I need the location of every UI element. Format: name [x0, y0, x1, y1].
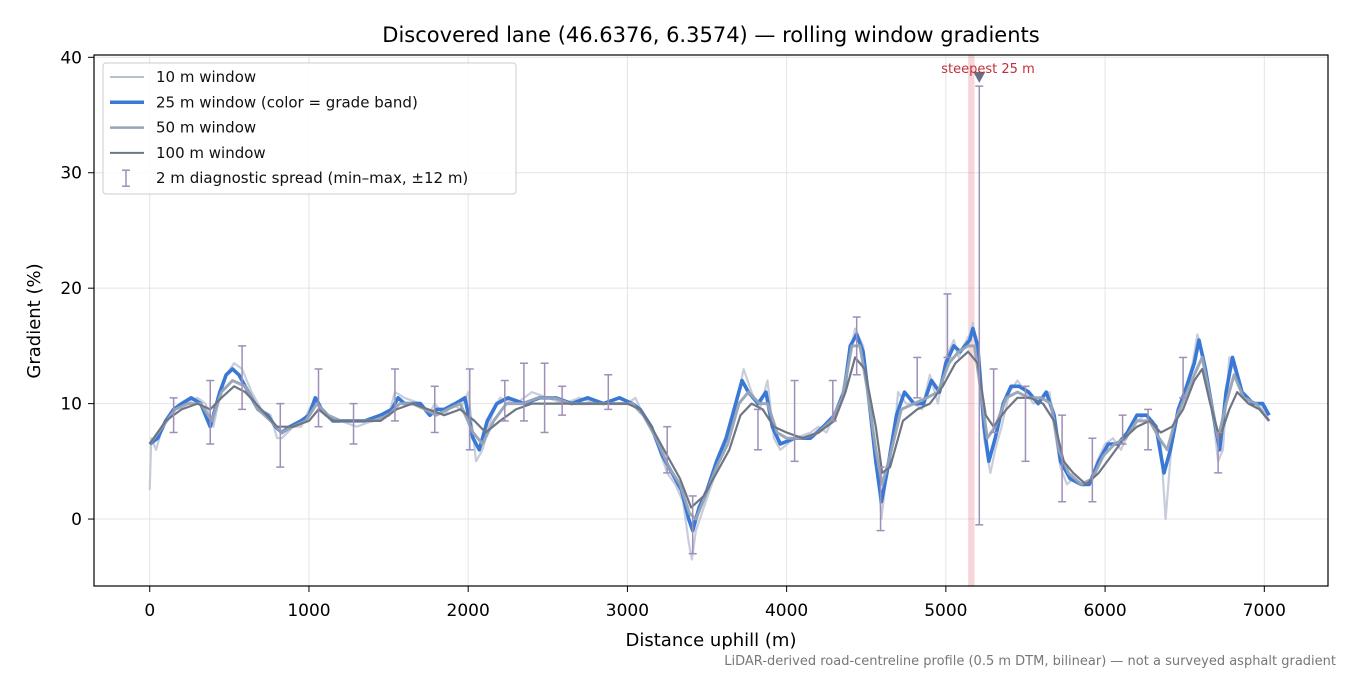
series-layer	[148, 321, 1271, 561]
legend-item: 10 m window	[110, 68, 256, 86]
legend-box	[102, 62, 517, 195]
spread-bar	[238, 345, 247, 411]
y-tick-label: 10	[60, 395, 82, 415]
steepest-marker	[973, 71, 986, 83]
x-tick-label: 6000	[1083, 601, 1126, 621]
spread-bar	[276, 402, 285, 468]
legend-label: 50 m window	[156, 119, 256, 137]
x-tick-label: 1000	[287, 601, 330, 621]
series-25m-line	[148, 326, 1271, 533]
y-tick-label: 40	[60, 48, 82, 68]
spread-bar	[1179, 356, 1188, 399]
spread-bar	[753, 408, 762, 451]
steepest-band	[968, 55, 975, 586]
legend-label: 2 m diagnostic spread (min–max, ±12 m)	[156, 169, 468, 187]
spread-bar	[1088, 437, 1097, 503]
footer-note: LiDAR-derived road-centreline profile (0…	[724, 654, 1336, 669]
spread-bar	[989, 368, 998, 434]
spread-bar	[169, 397, 178, 434]
spread-bar	[663, 425, 672, 474]
y-axis-label: Gradient (%)	[24, 263, 45, 378]
spread-bar	[349, 402, 358, 445]
y-axis-ticks: 0 10 20 30 40	[60, 48, 94, 530]
spread-bar	[1021, 385, 1030, 463]
spread-bar	[390, 368, 399, 422]
x-tick-label: 2000	[447, 601, 490, 621]
spread-bar	[558, 385, 567, 416]
spread-bar	[540, 362, 549, 434]
legend-label: 25 m window (color = grade band)	[156, 93, 418, 111]
spread-layer	[169, 85, 1223, 555]
spread-bar	[465, 368, 474, 451]
steepest-label: steepest 25 m	[941, 62, 1034, 77]
x-tick-label: 3000	[606, 601, 649, 621]
spread-bar	[975, 85, 984, 526]
steepest-band-layer	[968, 55, 975, 586]
spread-bar	[604, 374, 613, 411]
spread-bar	[1144, 408, 1153, 451]
y-tick-label: 20	[60, 279, 82, 299]
spread-bar	[852, 316, 861, 376]
x-tick-label: 0	[144, 601, 155, 621]
x-axis-ticks: 0 1000 2000 3000 4000 5000 6000 7000	[144, 586, 1286, 621]
spread-bar	[876, 466, 885, 532]
spread-bar	[500, 379, 509, 422]
spread-bar	[1058, 414, 1067, 503]
legend: 10 m window 25 m window (color = grade ba…	[102, 62, 517, 195]
x-axis-label: Distance uphill (m)	[626, 630, 797, 651]
x-tick-label: 5000	[924, 601, 967, 621]
legend-item: 50 m window	[110, 119, 256, 137]
spread-bar	[688, 495, 697, 555]
plot-frame	[93, 54, 1329, 587]
legend-item: 2 m diagnostic spread (min–max, ±12 m)	[122, 169, 468, 187]
spread-bar	[430, 385, 439, 434]
series-100m-line	[148, 350, 1270, 509]
spread-bar	[790, 379, 799, 463]
y-tick-label: 0	[71, 510, 82, 530]
legend-item: 25 m window (color = grade band)	[110, 93, 418, 111]
legend-label: 100 m window	[156, 144, 266, 162]
annotation-layer: steepest 25 m	[941, 62, 1035, 83]
x-tick-label: 7000	[1243, 601, 1286, 621]
y-tick-label: 30	[60, 164, 82, 184]
spread-bar	[828, 379, 837, 422]
legend-label: 10 m window	[156, 68, 256, 86]
x-tick-label: 4000	[765, 601, 808, 621]
spread-bar	[913, 356, 922, 399]
spread-bar	[1118, 414, 1127, 445]
chart-title: Discovered lane (46.6376, 6.3574) — roll…	[382, 23, 1039, 47]
legend-item: 100 m window	[110, 144, 266, 162]
spread-bar	[519, 362, 528, 422]
series-10m-line	[148, 321, 1271, 561]
spread-bar	[314, 368, 323, 428]
spread-bar	[1214, 431, 1223, 474]
spread-bar	[206, 379, 215, 445]
spread-bar	[943, 293, 952, 359]
